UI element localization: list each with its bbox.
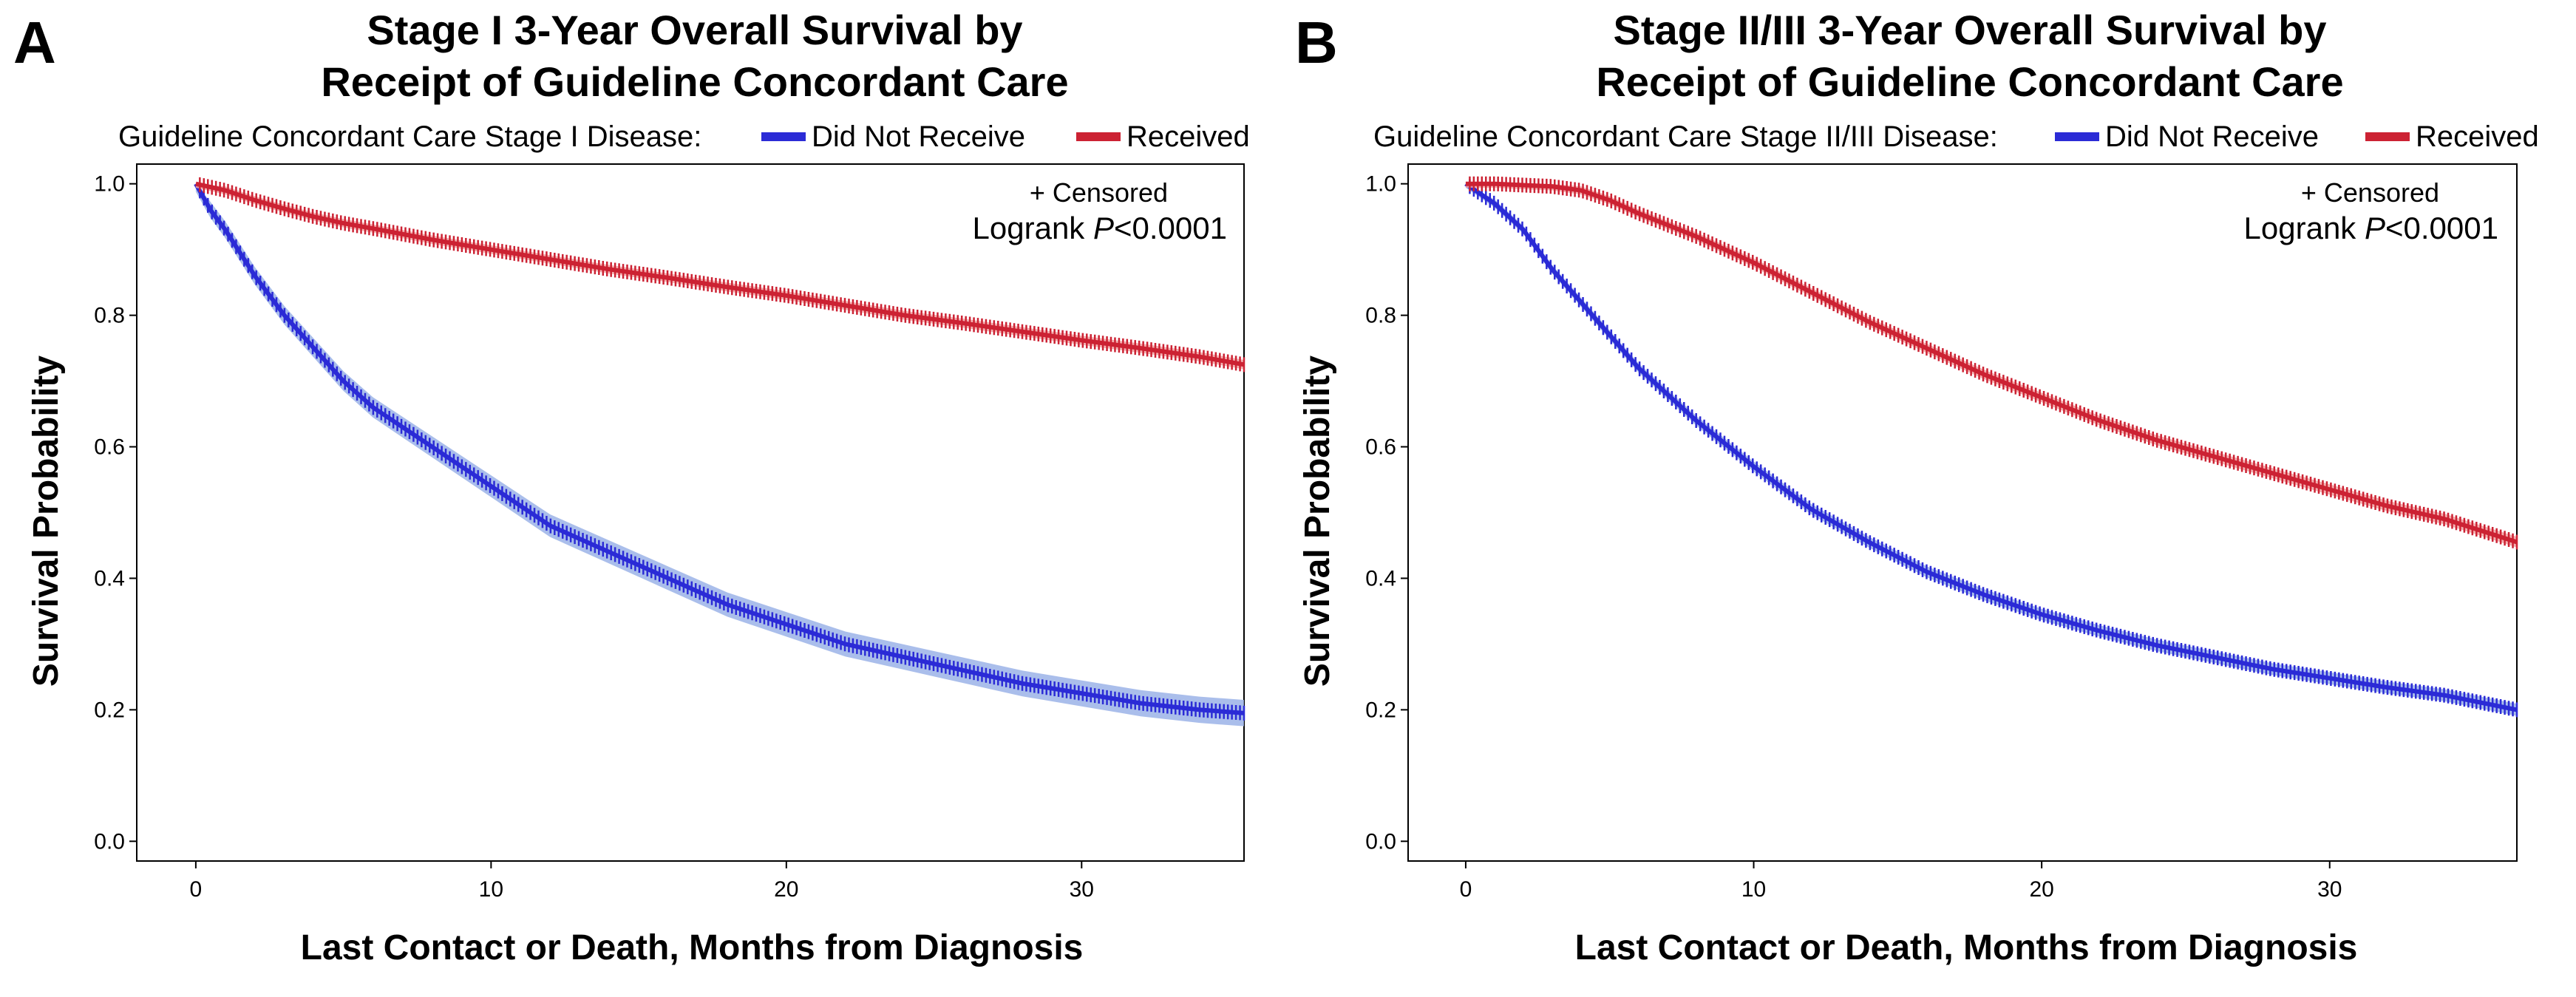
- panel-b-censor-ticks-received: [1469, 176, 2518, 550]
- panel-a-x-tick-label: 30: [1070, 877, 1094, 902]
- panel-b-title-line-2: Receipt of Guideline Concordant Care: [1596, 58, 2343, 105]
- panel-a-y-tick-label: 0.0: [94, 829, 125, 854]
- panel-b-y-tick-label: 0.6: [1365, 435, 1396, 460]
- panel-b-y-tick-label: 0.2: [1365, 698, 1396, 722]
- panel-a-legend-label-did-not-receive: Did Not Receive: [812, 120, 1025, 153]
- panel-a-y-tick-label: 0.6: [94, 435, 125, 460]
- panel-b-censor-marks-received: [1469, 176, 2518, 550]
- panel-a-logrank: Logrank P<0.0001: [973, 211, 1227, 245]
- panel-a-title-line-2: Receipt of Guideline Concordant Care: [321, 58, 1068, 105]
- panel-a-censor-marks-received: [199, 177, 1245, 372]
- panel-a-legend: Guideline Concordant Care Stage I Diseas…: [118, 120, 1250, 153]
- panel-a-title-line-1: Stage I 3-Year Overall Survival by: [367, 7, 1022, 53]
- panel-b-line-did-not-receive: [1464, 182, 2518, 712]
- panel-b: B Stage II/III 3-Year Overall Survival b…: [1295, 7, 2539, 967]
- panel-a-band-did-not-receive: [195, 183, 1245, 727]
- panel-b-x-tick-label: 0: [1460, 877, 1472, 902]
- panel-a-line-did-not-receive: [194, 183, 1245, 715]
- panel-b-plot-frame: [1407, 163, 2518, 862]
- panel-b-plot-area: 0.0 0.2 0.4 0.6 0.8 1.0 0 10 20 30: [1365, 163, 2518, 902]
- panel-a-x-tick-label: 20: [774, 877, 798, 902]
- panel-b-y-tick-label: 0.0: [1365, 829, 1396, 854]
- panel-a-y-tick-label: 0.8: [94, 304, 125, 328]
- panel-b-y-tick-label: 0.8: [1365, 304, 1396, 328]
- panel-b-x-tick-label: 30: [2317, 877, 2342, 902]
- panel-a-y-tick-label: 0.2: [94, 698, 125, 722]
- panel-a-legend-title: Guideline Concordant Care Stage I Diseas…: [118, 120, 701, 153]
- panel-b-y-axis-label: Survival Probability: [1298, 355, 1337, 687]
- panel-b-y-tick-label: 1.0: [1365, 172, 1396, 197]
- panel-b-x-axis-label: Last Contact or Death, Months from Diagn…: [1575, 928, 2358, 967]
- panel-b-legend: Guideline Concordant Care Stage II/III D…: [1373, 120, 2539, 153]
- panel-b-x-tick-label: 10: [1741, 877, 1766, 902]
- panel-a-y-tick-label: 0.4: [94, 566, 125, 591]
- panel-b-x-tick-label: 20: [2029, 877, 2053, 902]
- panel-b-censor-ticks-did-not-receive: [1469, 179, 2518, 718]
- panel-a-plot-frame: [136, 163, 1245, 862]
- panel-b-legend-label-received: Received: [2416, 120, 2539, 153]
- panel-a-x-tick-label: 10: [479, 877, 503, 902]
- panel-b-letter: B: [1295, 10, 1338, 75]
- panel-a-censor-ticks-did-not-receive: [199, 183, 1245, 721]
- panel-b-legend-label-did-not-receive: Did Not Receive: [2105, 120, 2319, 153]
- panel-b-legend-title: Guideline Concordant Care Stage II/III D…: [1373, 120, 1998, 153]
- panel-a-x-tick-label: 0: [190, 877, 203, 902]
- panel-a-censored-note: + Censored: [1030, 177, 1168, 208]
- panel-a-plot-area: 0.0 0.2 0.4 0.6 0.8 1.0 0 10 20 30: [94, 163, 1245, 902]
- panel-b-censored-note: + Censored: [2301, 177, 2439, 208]
- panel-a-y-axis-label: Survival Probability: [27, 355, 66, 687]
- panel-b-band-did-not-receive: [1465, 183, 2517, 716]
- panel-a-censor-marks-did-not-receive: [199, 183, 1245, 721]
- panel-b-title-line-1: Stage II/III 3-Year Overall Survival by: [1614, 7, 2327, 53]
- panel-b-censor-marks-did-not-receive: [1469, 179, 2518, 718]
- panel-b-y-tick-label: 0.4: [1365, 566, 1396, 591]
- panel-a-x-axis-label: Last Contact or Death, Months from Diagn…: [301, 928, 1084, 967]
- panel-a-legend-label-received: Received: [1126, 120, 1250, 153]
- panel-a-censor-ticks-received: [199, 177, 1245, 372]
- panel-a: A Stage I 3-Year Overall Survival by Rec…: [13, 7, 1250, 967]
- panel-b-logrank: Logrank P<0.0001: [2244, 211, 2498, 245]
- panel-a-y-tick-label: 1.0: [94, 172, 125, 197]
- panel-a-letter: A: [13, 10, 56, 75]
